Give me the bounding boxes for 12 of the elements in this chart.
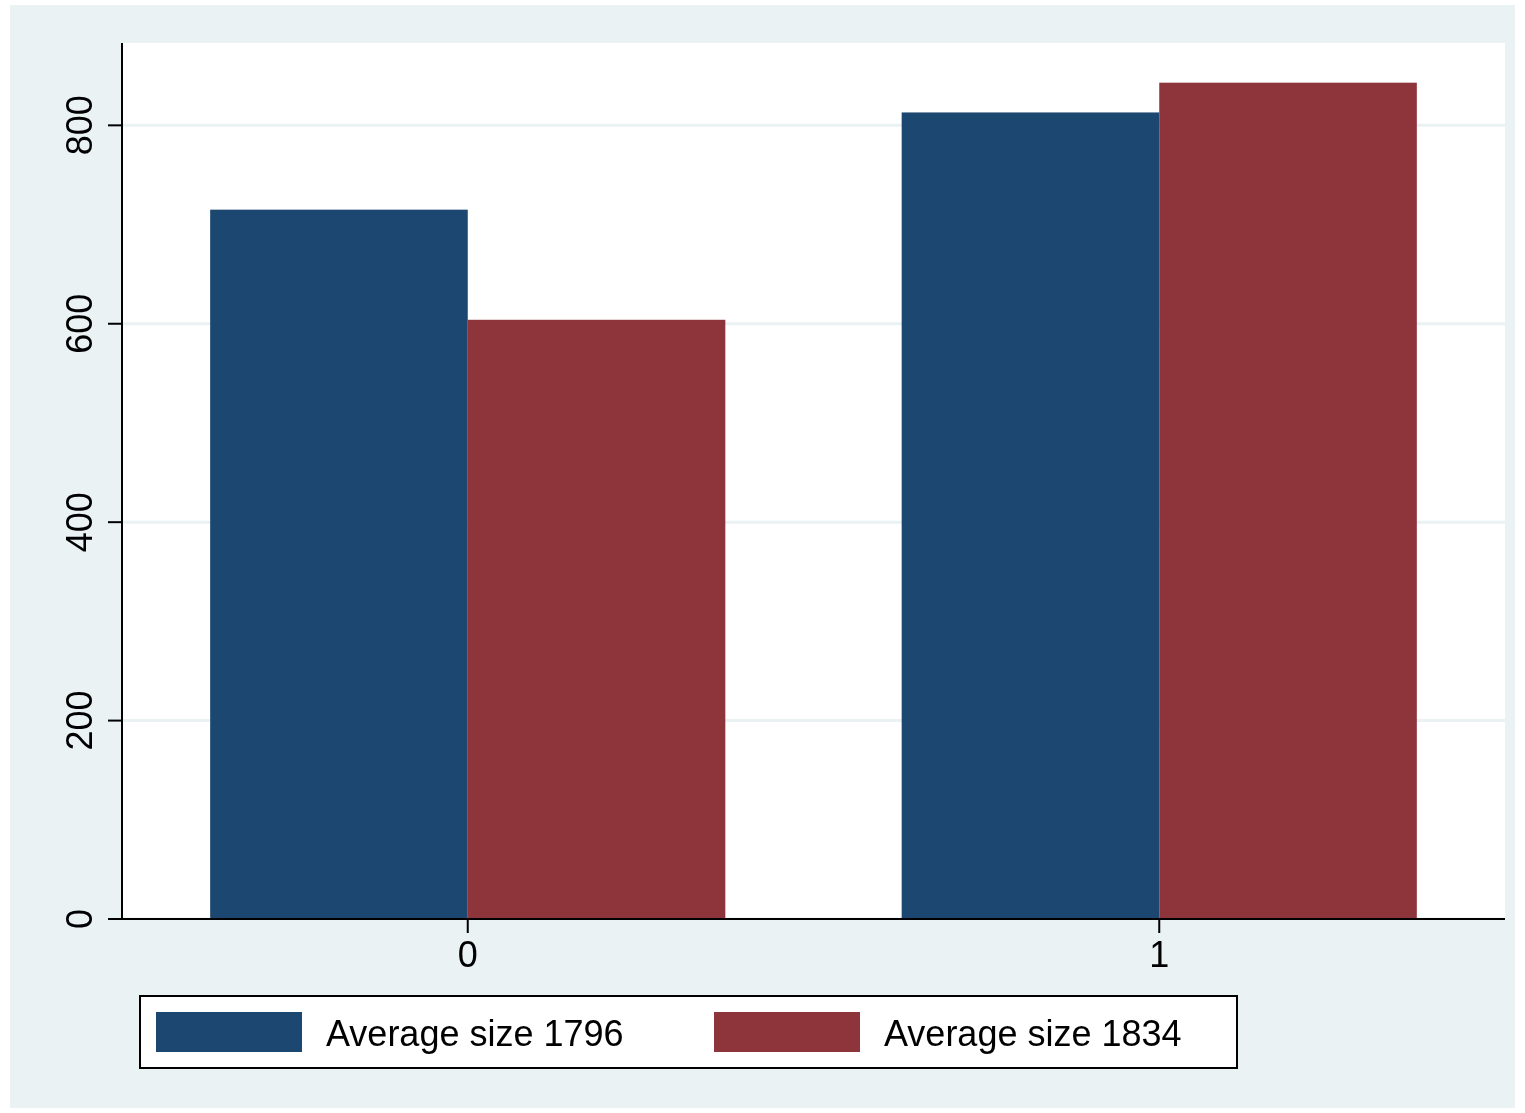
bar <box>1159 82 1417 919</box>
y-tick-label: 200 <box>59 690 100 751</box>
y-tick-label: 0 <box>59 908 100 930</box>
bar <box>210 209 468 919</box>
bar <box>901 112 1160 919</box>
legend-label: Average size 1796 <box>326 1013 624 1054</box>
legend-label: Average size 1834 <box>884 1013 1182 1054</box>
y-tick-label: 400 <box>59 492 100 553</box>
y-tick-label: 800 <box>59 95 100 156</box>
x-tick-label: 1 <box>1149 934 1170 975</box>
bar <box>467 319 726 919</box>
y-tick-label: 600 <box>59 293 100 354</box>
